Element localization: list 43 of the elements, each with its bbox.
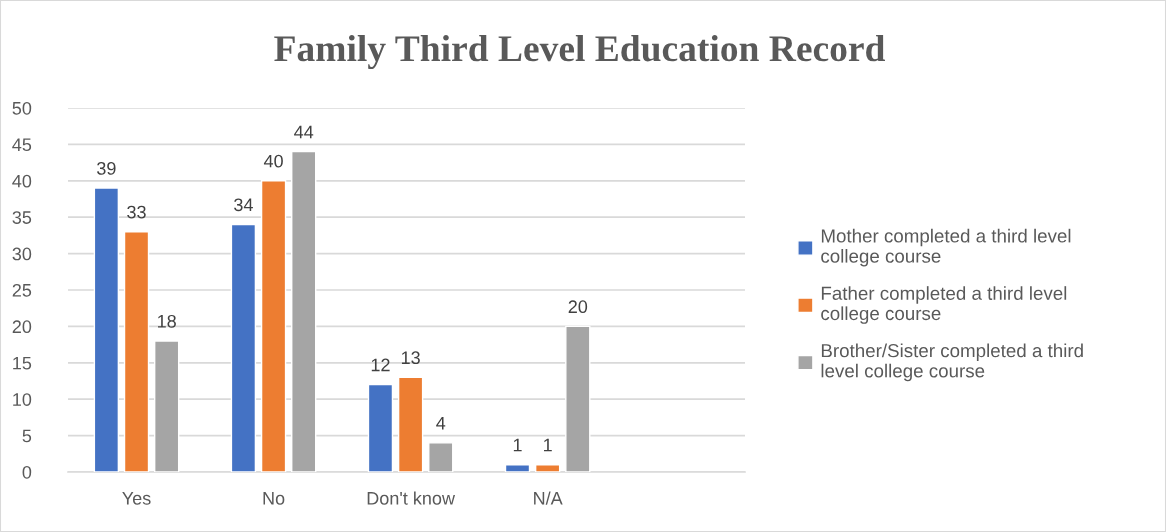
data-label: 1 <box>544 438 552 452</box>
y-tick-label: 15 <box>13 356 32 370</box>
bar <box>565 325 591 472</box>
data-label: 34 <box>234 198 253 212</box>
bar <box>93 187 120 472</box>
bar <box>397 376 424 472</box>
y-tick-label: 40 <box>12 174 32 188</box>
data-label: 4 <box>436 416 446 430</box>
data-label: 18 <box>158 314 176 328</box>
legend-label: Father completed a third level college course <box>821 286 1067 324</box>
data-label: 20 <box>568 300 588 314</box>
bar <box>504 464 531 472</box>
data-label: 40 <box>263 154 283 168</box>
y-tick-label: 50 <box>12 101 32 115</box>
y-tick-label: 30 <box>12 247 32 261</box>
y-tick-label: 35 <box>12 211 32 224</box>
legend-label: Mother completed a third level college course <box>821 228 1071 267</box>
bar <box>291 150 317 472</box>
data-label: 12 <box>371 358 390 372</box>
bar <box>367 383 394 472</box>
y-tick-label: 20 <box>12 320 32 334</box>
x-tick-label: N/A <box>534 491 563 505</box>
data-label: 33 <box>127 205 146 219</box>
x-tick-label: No <box>263 492 285 505</box>
bar <box>428 442 454 472</box>
bar <box>534 464 561 472</box>
legend-label: Brother/Sister completed a third level college course <box>821 343 1083 382</box>
y-tick-label: 0 <box>22 465 32 479</box>
bar <box>260 180 287 472</box>
chart-title: Family Third Level Education Record <box>274 34 885 70</box>
bar <box>123 231 150 472</box>
bar <box>153 340 180 472</box>
y-tick-label: 10 <box>13 393 32 406</box>
data-label: 44 <box>294 125 314 139</box>
data-label: 39 <box>97 162 116 175</box>
data-label: 13 <box>401 351 420 365</box>
y-tick-label: 45 <box>12 138 32 152</box>
x-tick-label: Yes <box>122 492 151 505</box>
data-label: 1 <box>513 438 522 452</box>
x-tick-label: Don't know <box>367 491 456 505</box>
y-tick-label: 25 <box>12 283 32 297</box>
y-tick-label: 5 <box>22 429 32 443</box>
bar <box>230 223 257 472</box>
